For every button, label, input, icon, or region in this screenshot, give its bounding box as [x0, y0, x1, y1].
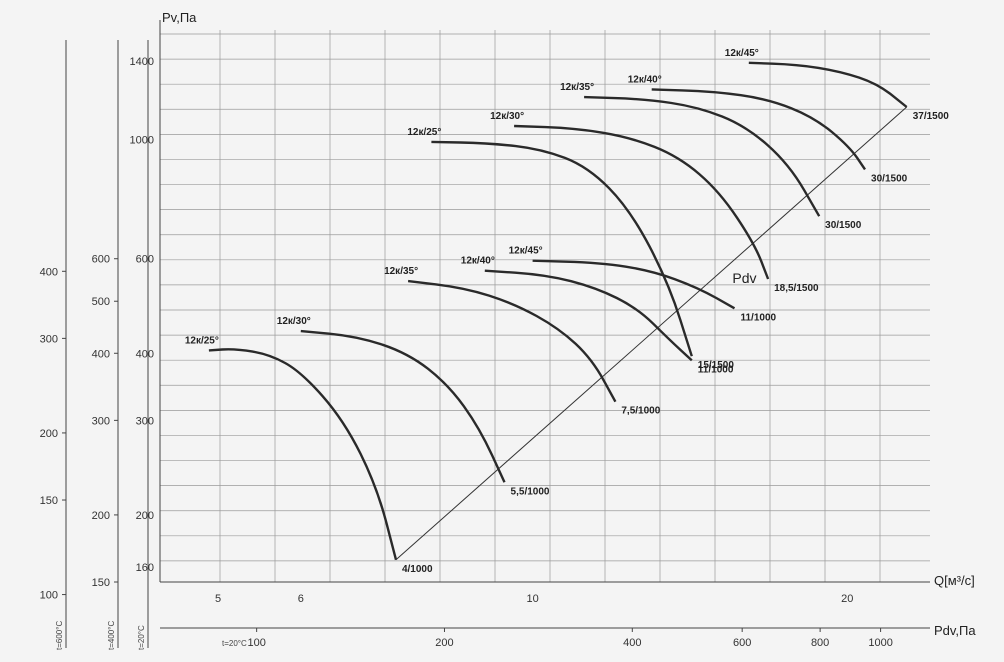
fan-curve: [407, 279, 617, 403]
pdv-tick-label: 1000: [868, 637, 892, 649]
x-tick-label: 5: [215, 593, 221, 605]
y-tick-label: 300: [136, 415, 154, 427]
curve-name-label: 12к/45°: [509, 246, 543, 257]
side-axis-tick-label: 150: [40, 495, 58, 507]
fan-curve: [208, 348, 398, 561]
fan-curve: [532, 259, 736, 310]
curve-name-label: 12к/45°: [725, 48, 759, 59]
fan-curve: [431, 140, 693, 357]
pdv-tick-label: 600: [733, 637, 751, 649]
curve-name-label: 12к/30°: [490, 111, 524, 122]
pdv-condition-label: t=20°C: [222, 639, 247, 648]
pdv-tick-label: 800: [811, 637, 829, 649]
curve-end-label: 5,5/1000: [511, 486, 550, 497]
curve-end-label: 37/1500: [913, 111, 950, 122]
y-tick-label: 160: [136, 562, 154, 574]
x-tick-label: 6: [298, 593, 304, 605]
y-axis-title: Pv,Па: [162, 10, 197, 25]
grid: [160, 30, 930, 582]
curve-name-label: 12к/35°: [384, 266, 418, 277]
side-axis-tick-label: 400: [40, 266, 58, 278]
pdv-line-label: Pdv: [732, 270, 756, 286]
curve-name-label: 12к/40°: [628, 74, 662, 85]
fan-curve: [484, 269, 693, 362]
plot-frame: [159, 20, 930, 583]
pdv-tick-label: 200: [435, 637, 453, 649]
curve-name-label: 12к/35°: [560, 82, 594, 93]
fan-curves: [208, 61, 908, 561]
side-axes: 100150200300400t=600°C100150200300400500…: [40, 40, 149, 650]
curve-name-label: 12к/40°: [461, 256, 495, 267]
curve-name-label: 12к/25°: [407, 127, 441, 138]
fan-curve: [651, 88, 866, 171]
pdv-axis-title: Pdv,Па: [934, 623, 976, 638]
side-axis-tick-label: 300: [92, 415, 110, 427]
side-axis-tick-label: 200: [40, 428, 58, 440]
side-axis-tick-label: 150: [92, 577, 110, 589]
side-axis-condition: t=600°C: [55, 621, 64, 650]
side-axis-condition: t=400°C: [107, 621, 116, 650]
curve-end-label: 30/1500: [825, 220, 862, 231]
pdv-tick-label: 100: [247, 637, 265, 649]
fan-curve: [514, 124, 770, 280]
x-axis-title: Q[м³/с]: [934, 573, 975, 588]
axes: 160 200 300 400 600 1000 1400 Pv,Па 5 6 10 20 Q[м³/с…: [130, 10, 977, 649]
fan-curve: [748, 61, 908, 108]
y-tick-label: 400: [136, 348, 154, 360]
side-axis-tick-label: 100: [40, 590, 58, 602]
curve-labels: Pdv 12к/25° 4/1000 12к/30° 5,5/1000 12к/35° 7,…: [185, 48, 949, 575]
pdv-tick-label: 400: [623, 637, 641, 649]
curve-end-label: 30/1500: [871, 173, 908, 184]
side-axis-tick-label: 600: [92, 254, 110, 266]
fan-curve: [300, 329, 506, 483]
side-axis-condition: t=20°C: [137, 625, 146, 650]
curve-end-label: 11/1000: [698, 364, 734, 375]
curve-end-label: 15/1500: [698, 360, 735, 371]
y-tick-label: 600: [136, 254, 154, 266]
curve-end-label: 18,5/1500: [774, 283, 819, 294]
curve-end-label: 7,5/1000: [621, 406, 660, 417]
curve-name-label: 12к/30°: [277, 316, 311, 327]
curve-end-label: 4/1000: [402, 564, 433, 575]
curve-end-label: 11/1000: [740, 312, 776, 323]
pdv-line: [395, 106, 908, 561]
side-axis-tick-label: 500: [92, 296, 110, 308]
curve-name-label: 12к/25°: [185, 335, 219, 346]
x-tick-label: 10: [527, 593, 539, 605]
y-tick-label: 200: [136, 510, 154, 522]
side-axis-tick-label: 400: [92, 348, 110, 360]
side-axis-tick-label: 300: [40, 333, 58, 345]
y-tick-label: 1400: [130, 56, 154, 68]
x-tick-label: 20: [841, 593, 853, 605]
y-tick-label: 1000: [130, 135, 154, 147]
side-axis-tick-label: 200: [92, 510, 110, 522]
fan-curve: [584, 95, 821, 217]
